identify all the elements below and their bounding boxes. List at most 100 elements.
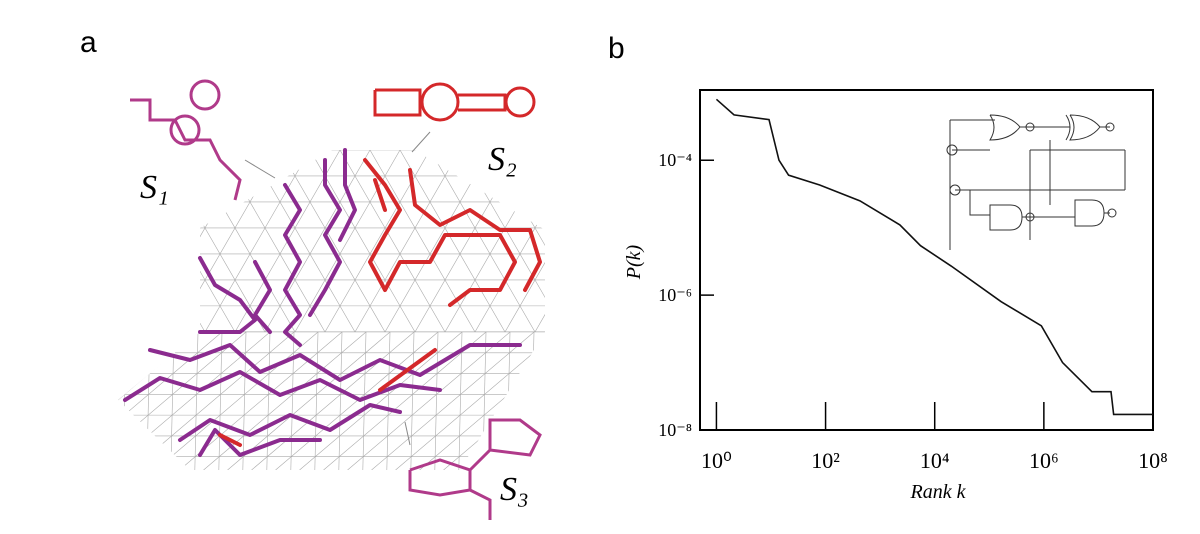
lattice-line — [399, 150, 506, 332]
lattice-line — [275, 332, 439, 470]
lattice-line — [290, 332, 295, 470]
lattice-line — [915, 332, 918, 470]
data-line — [715, 98, 1153, 416]
y-tick-label: 10⁻⁸ — [658, 420, 692, 440]
lattice-line — [118, 332, 199, 470]
lattice-line — [200, 150, 281, 332]
lattice-line — [651, 332, 654, 470]
lattice-line — [0, 332, 78, 470]
lattice-line — [362, 332, 367, 470]
lattice-line — [0, 150, 55, 332]
lattice-line — [820, 150, 925, 332]
lattice-line — [410, 332, 415, 470]
lattice-line — [51, 332, 54, 470]
lattice-line — [891, 332, 894, 470]
lattice-line — [730, 150, 835, 332]
x-tick-label: 10⁶ — [1029, 448, 1059, 473]
structure-label: S₂ — [488, 141, 517, 178]
lattice-line — [0, 332, 6, 470]
lattice-line — [534, 150, 545, 332]
lattice-line — [795, 332, 798, 470]
lattice-line — [771, 332, 774, 470]
lattice-line — [640, 150, 745, 332]
lattice-line — [369, 150, 476, 332]
lattice-line — [660, 332, 822, 470]
lattice-line — [550, 150, 655, 332]
lattice-line — [419, 332, 545, 470]
lattice-line — [170, 332, 175, 470]
lattice-line — [200, 150, 266, 332]
lattice-line — [474, 150, 545, 332]
lattice-line — [867, 332, 870, 470]
lattice-line — [760, 150, 865, 332]
lattice-line — [0, 150, 100, 332]
lattice-line — [0, 150, 70, 332]
lattice-line — [0, 150, 10, 332]
lattice-line — [850, 150, 955, 332]
lattice-line — [354, 150, 461, 332]
lattice-line — [384, 150, 491, 332]
lattice-line — [835, 150, 940, 332]
lattice-line — [218, 332, 223, 470]
lattice-line — [25, 150, 130, 332]
y-axis-label: P(k) — [623, 244, 645, 280]
lattice-line — [118, 332, 127, 470]
panel-label: a — [80, 26, 97, 59]
lattice-line — [338, 332, 343, 470]
x-tick-label: 10⁰ — [701, 448, 732, 473]
lattice-line — [627, 332, 630, 470]
lattice-line — [579, 332, 582, 470]
lattice-line — [0, 332, 102, 470]
lattice-line — [0, 150, 85, 332]
arrows — [244, 131, 431, 446]
lattice-line — [299, 332, 463, 470]
lattice-line — [118, 332, 151, 470]
lattice-line — [715, 150, 820, 332]
x-axis-label: Rank k — [910, 481, 967, 503]
lattice-line — [780, 332, 942, 470]
lattice-line — [880, 150, 985, 332]
inset-circuit — [946, 114, 1126, 250]
lattice-line — [118, 332, 247, 470]
lattice-line — [118, 332, 175, 470]
panel-label: b — [608, 32, 625, 65]
lattice-line — [309, 150, 416, 332]
lattice-line — [0, 150, 40, 332]
molecules — [130, 79, 542, 520]
lattice-line — [458, 332, 463, 470]
lattice-line — [555, 332, 558, 470]
lattice-line — [27, 332, 30, 470]
lattice-line — [843, 332, 846, 470]
lattice-line — [194, 332, 199, 470]
lattice-line — [675, 332, 678, 470]
lattice-line — [612, 332, 774, 470]
lattice-line — [3, 332, 6, 470]
lattice-line — [805, 150, 910, 332]
lattice-line — [747, 332, 750, 470]
y-tick-label: 10⁻⁴ — [658, 150, 692, 170]
lattice-line — [266, 332, 271, 470]
lattice-line — [204, 150, 311, 332]
lattice-line — [251, 332, 415, 470]
lattice-line — [539, 332, 545, 470]
lattice-line — [279, 150, 386, 332]
lattice-line — [99, 332, 102, 470]
paths — [123, 148, 542, 457]
lattice-line — [0, 150, 25, 332]
lattice-line — [519, 150, 545, 332]
lattice-line — [40, 150, 145, 332]
lattice-line — [910, 150, 1015, 332]
structure-label: S₃ — [500, 471, 529, 508]
lattice-line — [347, 332, 511, 470]
lattice-line — [603, 332, 606, 470]
lattice-line — [700, 150, 805, 332]
lattice-line — [0, 332, 54, 470]
chart: Rank k P(k) 10⁰ 10² 10⁴ 10⁶ 10⁸ 10⁻⁸ 10⁻⁶ 10⁻⁴ — [623, 89, 1168, 503]
plot-frame — [699, 89, 1154, 431]
lattice-line — [75, 332, 78, 470]
lattice-line — [565, 150, 670, 332]
lattice-line — [940, 150, 1045, 332]
lattice-line — [790, 150, 895, 332]
lattice-line — [227, 332, 391, 470]
